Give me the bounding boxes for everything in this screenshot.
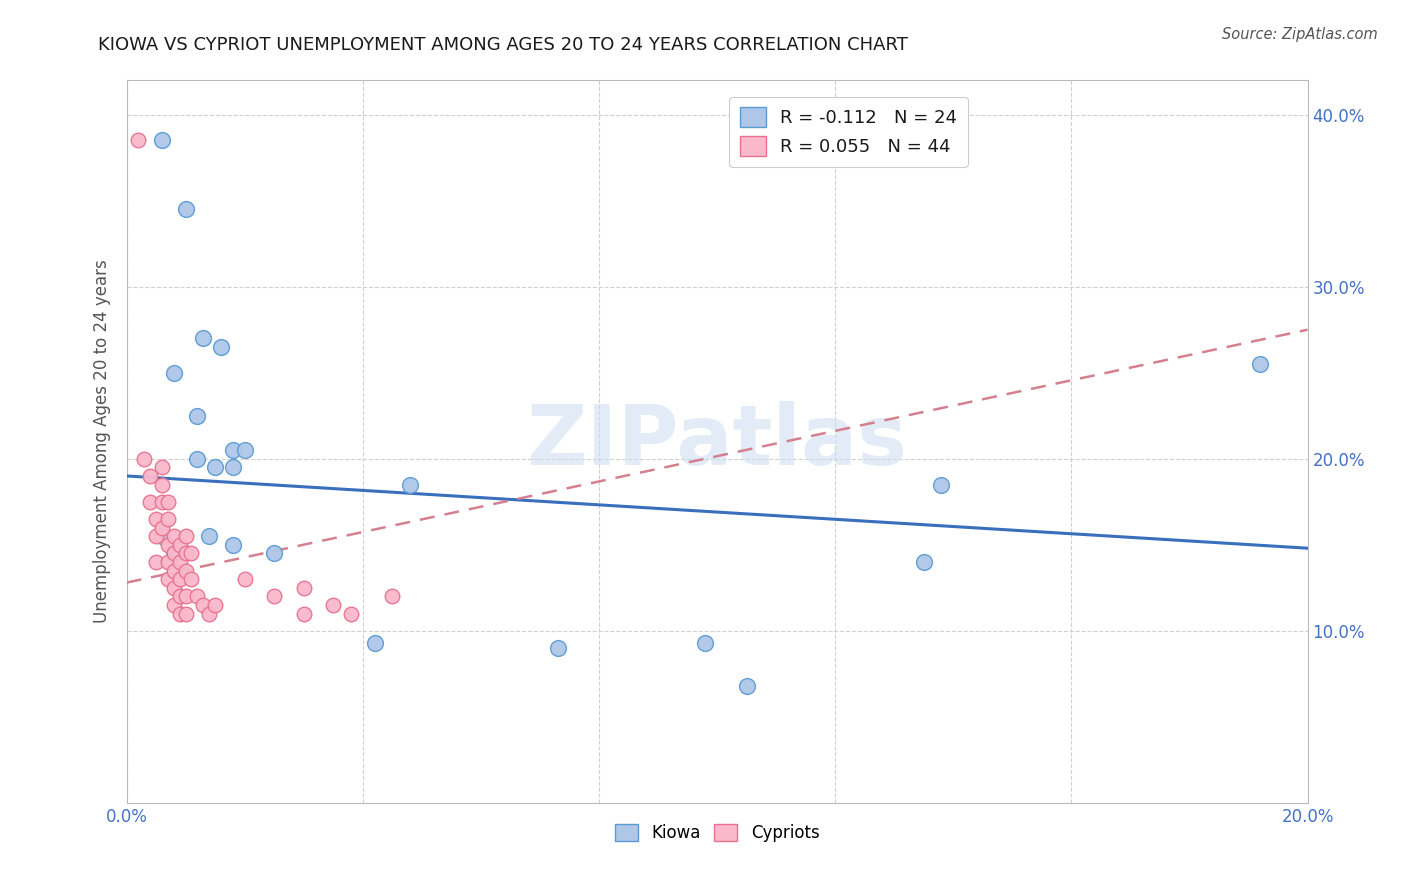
Point <box>931 477 953 491</box>
Point <box>381 590 404 604</box>
Point <box>156 555 179 569</box>
Point <box>292 607 315 621</box>
Point <box>156 538 179 552</box>
Point <box>163 598 186 612</box>
Point <box>222 443 245 458</box>
Point <box>186 590 208 604</box>
Point <box>547 640 569 655</box>
Point <box>174 202 197 217</box>
Point <box>145 529 167 543</box>
Point <box>150 494 173 508</box>
Point <box>169 555 191 569</box>
Point <box>193 598 215 612</box>
Point <box>169 538 191 552</box>
Point <box>163 546 186 560</box>
Point <box>150 529 173 543</box>
Point <box>163 581 186 595</box>
Y-axis label: Unemployment Among Ages 20 to 24 years: Unemployment Among Ages 20 to 24 years <box>93 260 111 624</box>
Point <box>156 572 179 586</box>
Point <box>174 529 197 543</box>
Point <box>174 607 197 621</box>
Text: Source: ZipAtlas.com: Source: ZipAtlas.com <box>1222 27 1378 42</box>
Point <box>180 546 202 560</box>
Point <box>193 331 215 345</box>
Point <box>150 477 173 491</box>
Point <box>174 546 197 560</box>
Point <box>174 590 197 604</box>
Text: KIOWA VS CYPRIOT UNEMPLOYMENT AMONG AGES 20 TO 24 YEARS CORRELATION CHART: KIOWA VS CYPRIOT UNEMPLOYMENT AMONG AGES… <box>98 36 908 54</box>
Point <box>127 133 149 147</box>
Point <box>186 451 208 466</box>
Point <box>695 636 717 650</box>
Point <box>156 494 179 508</box>
Point <box>735 679 758 693</box>
Point <box>292 581 315 595</box>
Point <box>139 494 162 508</box>
Legend: Kiowa, Cypriots: Kiowa, Cypriots <box>607 817 827 848</box>
Point <box>150 460 173 475</box>
Point <box>134 451 156 466</box>
Point <box>163 546 186 560</box>
Point <box>139 469 162 483</box>
Point <box>163 366 186 380</box>
Point <box>1249 357 1271 371</box>
Point <box>204 460 226 475</box>
Point <box>233 572 256 586</box>
Point <box>263 546 285 560</box>
Point <box>263 590 285 604</box>
Point <box>340 607 363 621</box>
Point <box>222 460 245 475</box>
Point <box>145 555 167 569</box>
Point <box>233 443 256 458</box>
Point <box>363 636 385 650</box>
Point <box>145 512 167 526</box>
Point <box>169 590 191 604</box>
Point <box>198 607 221 621</box>
Point <box>322 598 344 612</box>
Point <box>209 340 232 354</box>
Point <box>169 572 191 586</box>
Point <box>198 529 221 543</box>
Point <box>399 477 422 491</box>
Point <box>204 598 226 612</box>
Point <box>163 564 186 578</box>
Point <box>912 555 935 569</box>
Text: ZIPatlas: ZIPatlas <box>527 401 907 482</box>
Point <box>150 133 173 147</box>
Point <box>180 572 202 586</box>
Point <box>174 564 197 578</box>
Point <box>169 607 191 621</box>
Point <box>163 529 186 543</box>
Point <box>156 512 179 526</box>
Point <box>222 538 245 552</box>
Point <box>150 520 173 534</box>
Point <box>186 409 208 423</box>
